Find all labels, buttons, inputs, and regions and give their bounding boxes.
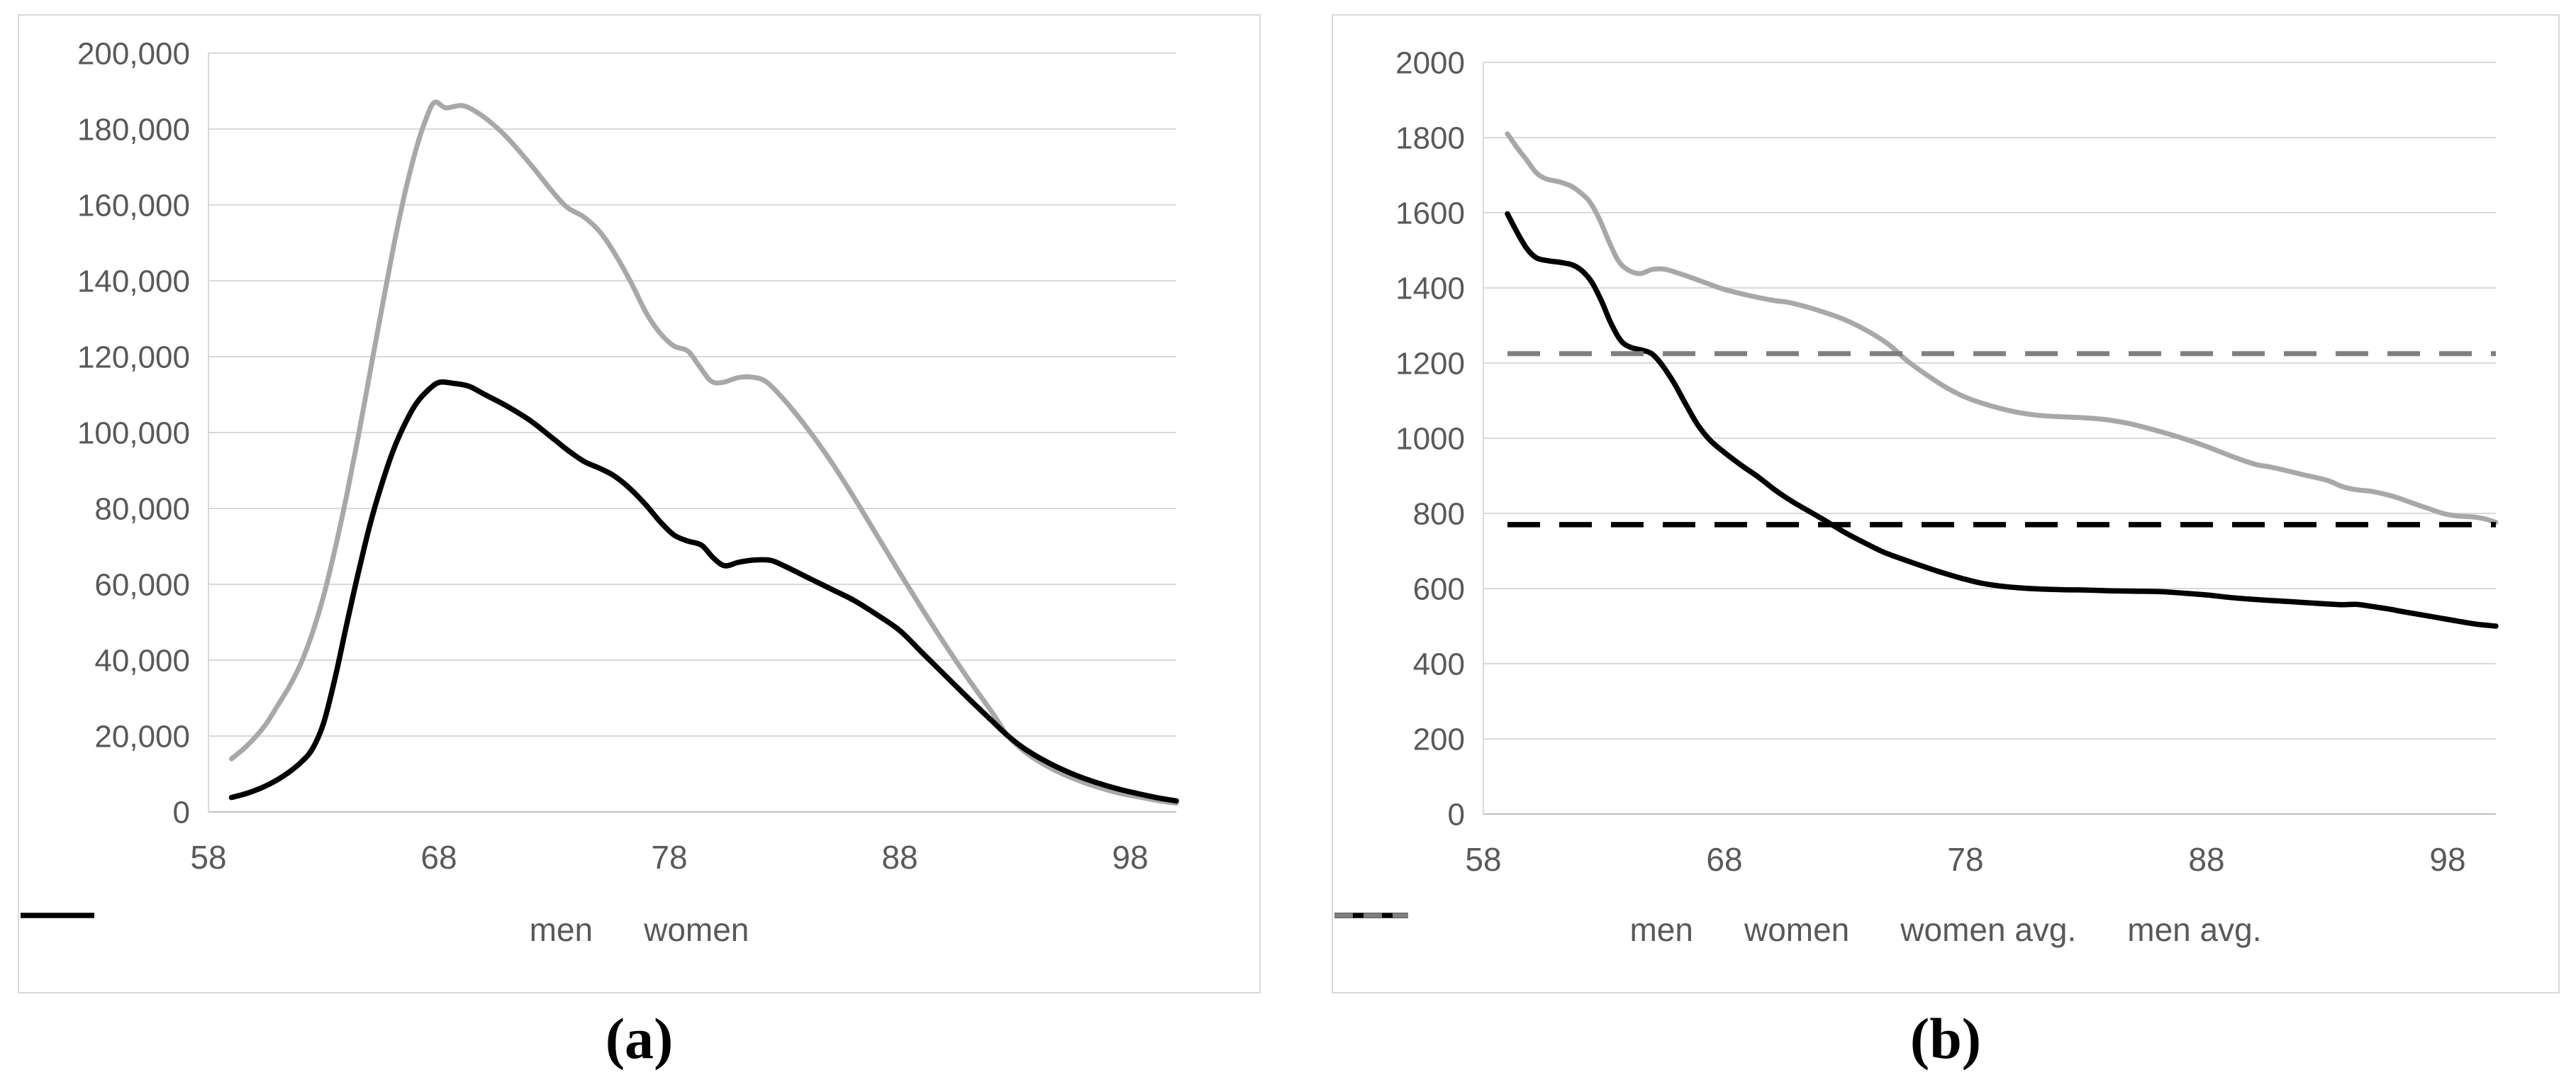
y-tick-label: 1000 xyxy=(1395,421,1465,456)
y-tick-label: 400 xyxy=(1413,647,1465,681)
x-tick-label: 88 xyxy=(881,839,918,876)
legend-label-men-avg: men avg. xyxy=(2127,911,2262,948)
y-tick-label: 20,000 xyxy=(94,719,190,754)
y-tick-label: 600 xyxy=(1413,572,1465,606)
y-tick-label: 0 xyxy=(173,795,190,830)
y-tick-label: 180,000 xyxy=(77,112,190,147)
chart-a: 0 20,000 40,000 60,000 80,000 100,000 120,000 1… xyxy=(77,36,1179,876)
x-tick-label: 68 xyxy=(420,839,457,876)
panel-a: 0 20,000 40,000 60,000 80,000 100,000 120,000 1… xyxy=(18,14,1261,993)
x-tick-label: 98 xyxy=(1112,839,1148,876)
x-tick-label: 58 xyxy=(1465,841,1501,878)
legend-label-women-avg: women avg. xyxy=(1900,911,2077,948)
legend-label-men: men xyxy=(529,911,593,948)
y-tick-label: 1800 xyxy=(1395,121,1465,155)
y-tick-label: 200,000 xyxy=(77,36,190,71)
caption-b: (b) xyxy=(1909,1006,1982,1071)
y-tick-label: 1400 xyxy=(1395,271,1465,306)
x-tick-label: 98 xyxy=(2429,841,2465,878)
legend-item-women: women xyxy=(1334,910,1850,949)
chart-b: 0 200 400 600 800 1000 1200 1400 1600 1800 2000 58 6… xyxy=(1395,45,2499,878)
y-tick-label: 2000 xyxy=(1395,45,1465,80)
x-tick-label: 78 xyxy=(651,839,687,876)
legend-label-men: men xyxy=(1629,911,1693,948)
legend-swatch-women-line xyxy=(21,913,94,918)
y-tick-label: 80,000 xyxy=(94,491,190,526)
y-tick-label: 40,000 xyxy=(94,643,190,678)
series-line-women xyxy=(228,379,1179,804)
series-line-women xyxy=(1505,211,2499,629)
y-tick-label: 800 xyxy=(1413,496,1465,531)
series-line-men xyxy=(1505,131,2499,525)
x-tick-label: 88 xyxy=(2188,841,2224,878)
legend-item-men: men xyxy=(1334,910,1693,949)
caption-a: (a) xyxy=(605,1006,674,1071)
y-tick-label: 200 xyxy=(1413,722,1465,757)
legend-b: men women women avg. men avg. xyxy=(1333,910,2558,949)
legend-swatch-men-avg-line xyxy=(1334,913,1408,918)
y-tick-label: 1600 xyxy=(1395,196,1465,230)
x-tick-label: 68 xyxy=(1706,841,1742,878)
panel-b: 0 200 400 600 800 1000 1200 1400 1600 1800 2000 58 6… xyxy=(1332,14,2560,993)
y-tick-label: 100,000 xyxy=(77,416,190,450)
legend-label-women: women xyxy=(1744,911,1850,948)
legend-item-women-avg: women avg. xyxy=(1334,910,2077,949)
legend-item-men: men xyxy=(21,910,593,949)
x-tick-label: 58 xyxy=(190,839,226,876)
y-tick-label: 160,000 xyxy=(77,188,190,223)
y-tick-label: 1200 xyxy=(1395,346,1465,381)
y-tick-label: 140,000 xyxy=(77,264,190,299)
y-tick-label: 0 xyxy=(1448,797,1465,832)
y-tick-label: 60,000 xyxy=(94,567,190,602)
y-tick-label: 120,000 xyxy=(77,340,190,374)
legend-item-men-avg: men avg. xyxy=(1334,910,2262,949)
x-tick-label: 78 xyxy=(1947,841,1983,878)
legend-a: men women xyxy=(19,910,1259,949)
series-line-men xyxy=(229,99,1179,806)
legend-item-women: women xyxy=(21,910,749,949)
legend-label-women: women xyxy=(644,911,749,948)
